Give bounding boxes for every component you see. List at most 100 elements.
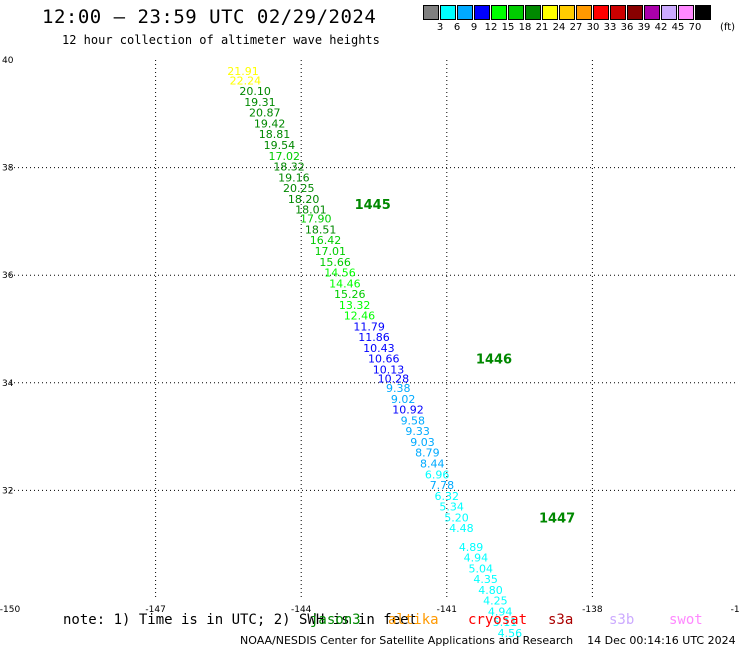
- y-tick-label: 34: [2, 379, 14, 389]
- swh-value: 20.10: [239, 85, 271, 98]
- legend-swatch: [627, 5, 643, 20]
- swh-value: 5.20: [444, 511, 469, 524]
- swh-value: 5.11: [493, 616, 518, 629]
- satellite-legend: jason3 altika cryosat s3a s3b swot: [0, 612, 740, 630]
- swh-value: 9.58: [401, 414, 426, 427]
- time-label: 1445: [355, 198, 391, 213]
- swh-value: 8.79: [415, 447, 440, 460]
- swh-value: 8.44: [420, 458, 445, 471]
- swh-value: 10.43: [363, 342, 395, 355]
- time-label: 1446: [476, 353, 512, 368]
- swh-value: 13.32: [339, 299, 371, 312]
- legend-label: 42: [654, 22, 668, 33]
- y-tick-label: 38: [2, 164, 14, 174]
- swh-value: 11.79: [353, 320, 385, 333]
- satellite-altika: altika: [388, 612, 439, 628]
- legend-swatch: [508, 5, 524, 20]
- units-note: note: 1) Time is in UTC; 2) SWH is in fe…: [63, 612, 418, 628]
- x-tick-label: -138: [582, 605, 603, 615]
- swh-value: 9.33: [405, 425, 430, 438]
- swh-value: 19.16: [278, 171, 310, 184]
- legend-label: 12: [484, 22, 498, 33]
- swh-value: 12.46: [344, 310, 376, 323]
- swh-value: 18.51: [305, 223, 337, 236]
- legend-label: 36: [620, 22, 634, 33]
- legend-label: 45: [671, 22, 685, 33]
- legend-swatch: [576, 5, 592, 20]
- legend-swatch: [678, 5, 694, 20]
- y-tick-label: 32: [2, 486, 13, 496]
- swh-value: 14.46: [329, 277, 361, 290]
- swh-value: 15.26: [334, 288, 366, 301]
- legend-label: 39: [637, 22, 651, 33]
- time-label: 1447: [539, 511, 575, 526]
- swh-value: 10.28: [378, 372, 410, 385]
- legend-swatch: [644, 5, 660, 20]
- swh-value: 16.42: [310, 234, 342, 247]
- legend-swatch: [661, 5, 677, 20]
- legend-label: 70: [688, 22, 702, 33]
- satellite-cryosat: cryosat: [468, 612, 528, 628]
- swh-value: 19.31: [244, 96, 276, 109]
- swh-value: 4.56: [498, 627, 523, 640]
- swh-value: 17.01: [315, 245, 347, 258]
- swh-value: 20.87: [249, 107, 281, 120]
- legend-swatch: [542, 5, 558, 20]
- y-tick-label: 36: [2, 271, 14, 281]
- swh-value: 15.66: [319, 256, 351, 269]
- x-tick-label: -147: [145, 605, 165, 615]
- swh-value: 4.25: [483, 595, 508, 608]
- swh-value: 6.32: [435, 490, 460, 503]
- legend-label: 21: [535, 22, 549, 33]
- swh-value: 4.48: [449, 522, 474, 535]
- legend-swatch: [559, 5, 575, 20]
- legend-label: 30: [586, 22, 600, 33]
- chart-title: 12:00 — 23:59 UTC 02/29/2024: [42, 6, 377, 28]
- swh-value: 14.56: [324, 267, 356, 280]
- swh-value: 17.02: [268, 150, 300, 163]
- legend-swatch: [525, 5, 541, 20]
- swh-value: 18.32: [273, 161, 305, 174]
- swh-value: 4.94: [464, 552, 489, 565]
- swh-value: 5.34: [439, 501, 464, 514]
- legend-swatch: [695, 5, 711, 20]
- swh-value: 4.35: [473, 573, 498, 586]
- y-tick-label: 40: [2, 56, 14, 66]
- legend-swatch: [423, 5, 439, 20]
- x-tick-label: -150: [0, 605, 20, 615]
- legend-swatch: [610, 5, 626, 20]
- swh-value: 18.81: [259, 128, 291, 141]
- x-tick-label: -144: [291, 605, 312, 615]
- swh-value: 6.96: [425, 468, 450, 481]
- swh-value: 4.94: [488, 605, 513, 618]
- swh-value: 17.90: [300, 213, 332, 226]
- swh-value: 18.20: [288, 193, 320, 206]
- swh-value: 22.24: [230, 74, 262, 87]
- legend-swatch: [474, 5, 490, 20]
- legend-swatch: [440, 5, 456, 20]
- swh-value: 10.66: [368, 353, 400, 366]
- satellite-swot: swot: [669, 612, 703, 628]
- chart-subtitle: 12 hour collection of altimeter wave hei…: [62, 33, 380, 47]
- legend-unit: (ft): [720, 22, 736, 33]
- legend-label: 3: [436, 22, 444, 33]
- legend-label: 15: [501, 22, 515, 33]
- swh-value: 21.91: [227, 65, 259, 78]
- swh-value: 18.01: [295, 204, 327, 217]
- legend-swatch: [593, 5, 609, 20]
- swh-value: 19.42: [254, 117, 286, 130]
- swh-value: 7.78: [430, 479, 455, 492]
- swh-value: 9.38: [386, 382, 411, 395]
- legend-swatch: [491, 5, 507, 20]
- legend-swatch: [457, 5, 473, 20]
- legend-label: 27: [569, 22, 583, 33]
- legend-label: 33: [603, 22, 617, 33]
- swh-value: 11.86: [358, 331, 390, 344]
- legend-label: 24: [552, 22, 566, 33]
- legend-label: 9: [470, 22, 478, 33]
- x-tick-label: -141: [437, 605, 457, 615]
- satellite-s3b: s3b: [609, 612, 635, 628]
- satellite-jason3: jason3: [310, 612, 361, 628]
- swh-value: 20.25: [283, 182, 315, 195]
